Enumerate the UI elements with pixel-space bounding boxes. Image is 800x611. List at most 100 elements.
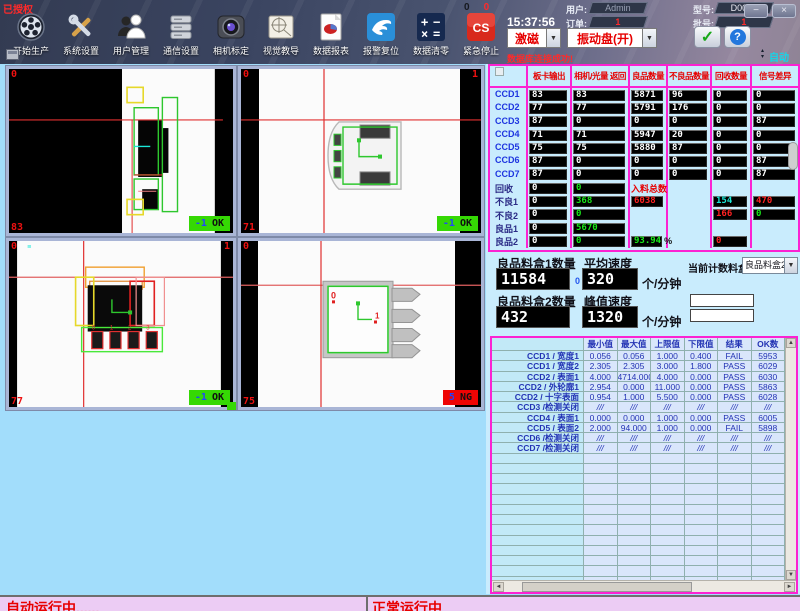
scroll-left-icon[interactable]: ◄	[493, 582, 504, 592]
current-bin-dropdown-arrow-icon[interactable]: ▼	[785, 257, 798, 274]
help-button[interactable]: ?	[724, 26, 751, 48]
results-cell: ///	[584, 402, 618, 413]
stats-cell: 入料总数	[630, 181, 668, 195]
current-bin-value[interactable]: 良品料盒2	[742, 257, 785, 274]
toolbar-item-production-start[interactable]: 开始生产	[6, 12, 56, 57]
results-empty-cell	[651, 494, 685, 505]
results-horizontal-scrollbar[interactable]: ◄ ►	[492, 580, 796, 592]
stats-value-box: 0	[573, 169, 625, 181]
stats-value-box: 77	[573, 102, 625, 114]
camera-view-1[interactable]: 0 83 -1 OK	[5, 65, 237, 237]
resize-grip[interactable]	[227, 402, 236, 410]
toolbar-item-label: 数据报表	[312, 46, 349, 56]
auto-mode-label: 自动	[769, 53, 789, 64]
stats-value-box: 0	[529, 182, 567, 194]
stats-value-box: 77	[529, 102, 567, 114]
hscroll-thumb[interactable]	[522, 582, 692, 592]
stats-cell: 0	[712, 127, 752, 142]
minimize-button[interactable]: −	[744, 4, 768, 18]
stats-row-label: CCD2	[490, 101, 528, 115]
toolbar-item-data-clear[interactable]: + − × = 数据清零	[406, 12, 456, 57]
toolbar-item-system-settings[interactable]: 系统设置	[56, 12, 106, 57]
results-empty-cell	[617, 474, 651, 485]
vision-teaching-icon	[266, 12, 296, 42]
user-management-icon	[116, 12, 146, 42]
results-empty-cell	[584, 576, 618, 580]
avg-speed-value: 320	[582, 268, 638, 290]
results-row-label: CCD2 / 外轮廓1	[492, 381, 584, 392]
toolbar-item-user-management[interactable]: 用户管理	[106, 12, 156, 57]
stats-row-label: 不良1	[490, 194, 528, 208]
results-cell: 5863	[751, 381, 785, 392]
results-cell: 1.000	[651, 422, 685, 433]
user-field: Admin	[588, 2, 648, 14]
camera-count-bottom-left: 83	[11, 222, 24, 233]
results-empty-cell	[718, 453, 752, 464]
badge-result: OK	[211, 392, 224, 403]
svg-text:2: 2	[128, 326, 132, 332]
check-icon: ✓	[700, 29, 715, 46]
toolbar-item-data-report[interactable]: 数据报表	[306, 12, 356, 57]
toolbar-item-vision-teaching[interactable]: 视觉教导	[256, 12, 306, 57]
results-cell: PASS	[718, 371, 752, 382]
camera-4-image: 0 1	[241, 241, 481, 407]
stats-value-box: 470	[753, 196, 795, 208]
stats-value-box: 5670	[573, 222, 625, 234]
stats-cell	[630, 220, 668, 235]
results-empty-cell	[492, 494, 584, 505]
current-bin-dropdown[interactable]: 良品料盒2 ▼	[742, 257, 798, 274]
stats-value-box: 5871	[631, 89, 663, 101]
stats-scrollbar-thumb[interactable]	[788, 142, 798, 170]
stats-column-header: 良品数量	[630, 66, 668, 88]
camera-result-badge: -1 OK	[188, 390, 230, 405]
confirm-button[interactable]: ✓	[694, 26, 721, 48]
svg-text:0: 0	[92, 326, 96, 332]
results-empty-cell	[751, 525, 785, 536]
results-empty-cell	[684, 494, 718, 505]
camera-view-4[interactable]: 0 1 0 75 5 NG	[237, 237, 485, 411]
stats-cell	[668, 181, 712, 195]
results-empty-cell	[718, 535, 752, 546]
stats-cell: 0	[752, 88, 798, 101]
auto-spinner-icon[interactable]: ▴ ▾	[761, 48, 765, 60]
results-cell: 2.954	[584, 381, 618, 392]
order-value: 1	[615, 17, 621, 27]
empty-field-2[interactable]	[690, 309, 754, 322]
stats-cell: 5670	[572, 220, 630, 235]
results-cell: 0.400	[684, 351, 718, 362]
stats-corner-box	[495, 67, 504, 76]
empty-field-1[interactable]	[690, 294, 754, 307]
toolbar-item-communication-settings[interactable]: 通信设置	[156, 12, 206, 57]
results-empty-cell	[684, 535, 718, 546]
close-button[interactable]: ×	[772, 4, 796, 18]
toolbar-item-camera-calibration[interactable]: 相机标定	[206, 12, 256, 57]
results-cell: 0.000	[684, 381, 718, 392]
avg-speed-unit: 个/分钟	[642, 277, 682, 291]
toolbar-item-emergency-stop[interactable]: CS 紧急停止	[456, 12, 506, 57]
excite-label[interactable]: 激磁	[507, 28, 547, 48]
stats-cell: 176	[668, 101, 712, 115]
excite-button[interactable]: 激磁 ▼	[507, 28, 561, 48]
vibrator-button[interactable]: 振动盘(开) ▼	[567, 28, 657, 48]
results-vertical-scrollbar[interactable]: ▲ ▼	[785, 338, 796, 580]
results-empty-cell	[584, 535, 618, 546]
scroll-up-icon[interactable]: ▲	[786, 338, 796, 348]
results-empty-cell	[751, 463, 785, 474]
vibrator-dropdown-arrow-icon[interactable]: ▼	[643, 28, 657, 48]
results-cell: PASS	[718, 412, 752, 423]
scroll-right-icon[interactable]: ►	[784, 582, 795, 592]
toolbar-item-alarm-reset[interactable]: 报警复位	[356, 12, 406, 57]
stats-value-box: 0	[669, 169, 707, 181]
vibrator-label[interactable]: 振动盘(开)	[567, 28, 643, 48]
results-empty-cell	[651, 515, 685, 526]
excite-dropdown-arrow-icon[interactable]: ▼	[547, 28, 561, 48]
stats-cell: 0	[528, 220, 572, 235]
stats-cell: 0	[668, 114, 712, 128]
results-empty-cell	[584, 474, 618, 485]
results-empty-cell	[492, 484, 584, 495]
camera-view-3[interactable]: ≡ 0 1 2 3 0 1 77 -1 OK	[5, 237, 237, 411]
results-cell: ///	[617, 433, 651, 444]
stats-row-label: 良品2	[490, 234, 528, 248]
camera-view-2[interactable]: 0 1 71 -1 OK	[237, 65, 485, 237]
scroll-down-icon[interactable]: ▼	[786, 570, 796, 580]
